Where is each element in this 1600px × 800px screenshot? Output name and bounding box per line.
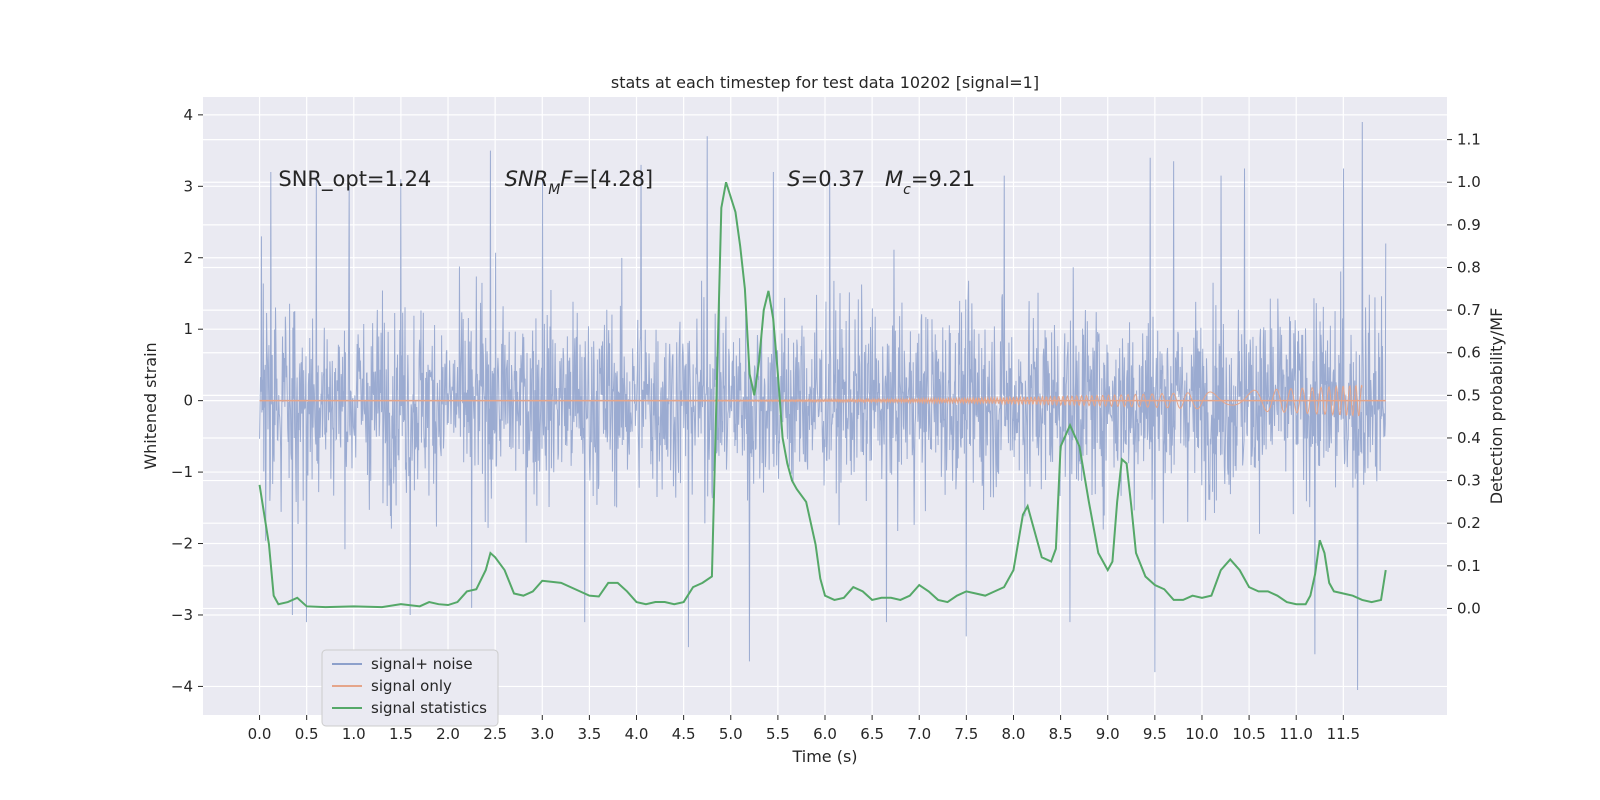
signal-statistics-line <box>258 181 1387 609</box>
x-tick-label: 1.5 <box>389 725 413 743</box>
legend-label-signal-plus-noise: signal+ noise <box>371 655 473 673</box>
y-right-tick-label: 0.5 <box>1457 386 1481 404</box>
signal-statistics-series <box>258 181 1387 609</box>
x-tick-label: 1.0 <box>342 725 366 743</box>
annotation-text: F <box>560 167 573 191</box>
signal-plus-noise-line <box>259 122 1387 690</box>
annotation-text: =[4.28] <box>572 167 653 191</box>
x-tick-label: 5.5 <box>766 725 790 743</box>
x-axis: 0.0 0.5 1.0 1.5 2.0 2.5 3.0 3.5 4.0 4.5 5.0 5.5 6.0 6… <box>248 715 1360 743</box>
x-tick-label: 2.0 <box>436 725 460 743</box>
x-tick-label: 10.0 <box>1185 725 1218 743</box>
legend-label-signal-only: signal only <box>371 677 452 695</box>
x-tick-label: 11.5 <box>1327 725 1360 743</box>
annotations: SNR_opt=1.24 SNRMF=[4.28] S=0.37 Mc=9.21 <box>278 167 975 198</box>
legend-label-signal-statistics: signal statistics <box>371 699 487 717</box>
x-tick-label: 7.0 <box>907 725 931 743</box>
y-left-tick-label: −4 <box>171 677 193 695</box>
annotation-text: =9.21 <box>911 167 975 191</box>
y-right-tick-label: 0.1 <box>1457 557 1481 575</box>
chart-title: stats at each timestep for test data 102… <box>611 73 1039 92</box>
x-tick-label: 6.5 <box>860 725 884 743</box>
x-tick-label: 0.5 <box>295 725 319 743</box>
x-tick-label: 9.0 <box>1096 725 1120 743</box>
x-tick-label: 2.5 <box>483 725 507 743</box>
y-right-tick-label: 0.7 <box>1457 301 1481 319</box>
y-right-tick-label: 0.6 <box>1457 344 1481 362</box>
y-left-tick-label: 4 <box>183 106 193 124</box>
annotation-text: =0.37 <box>801 167 885 191</box>
y-left-tick-label: 2 <box>183 249 193 267</box>
x-tick-label: 7.5 <box>954 725 978 743</box>
signal-only-line <box>259 384 1363 418</box>
annotation-text: S <box>787 167 800 191</box>
y-left-tick-label: −1 <box>171 463 193 481</box>
x-tick-label: 3.0 <box>530 725 554 743</box>
y-right-tick-label: 0.8 <box>1457 258 1481 276</box>
y-axis-right-label: Detection probability/MF <box>1487 308 1506 505</box>
x-axis-label: Time (s) <box>791 747 857 766</box>
annotation-text: SNR <box>505 167 549 191</box>
x-tick-label: 5.0 <box>719 725 743 743</box>
x-tick-label: 6.0 <box>813 725 837 743</box>
y-left-tick-label: −3 <box>171 606 193 624</box>
y-right-tick-label: 0.2 <box>1457 514 1481 532</box>
y-left-tick-label: −2 <box>171 535 193 553</box>
y-axis-left-label: Whitened strain <box>141 342 160 469</box>
x-tick-label: 3.5 <box>577 725 601 743</box>
y-right-tick-label: 1.1 <box>1457 131 1481 149</box>
y-left-tick-label: 3 <box>183 177 193 195</box>
x-tick-label: 10.5 <box>1232 725 1265 743</box>
x-tick-label: 0.0 <box>248 725 272 743</box>
annotation-text: SNR_opt=1.24 <box>278 167 431 192</box>
y-right-tick-label: 0.3 <box>1457 472 1481 490</box>
annotation-text: M <box>885 167 903 191</box>
x-tick-label: 8.0 <box>1002 725 1026 743</box>
annotation-0: SNR_opt=1.24 <box>278 167 431 192</box>
legend: signal+ noise signal only signal statist… <box>321 649 499 727</box>
y-left-tick-label: 0 <box>183 392 193 410</box>
annotation-text: M <box>548 182 560 198</box>
annotation-2: S=0.37 Mc=9.21 <box>787 167 975 198</box>
signal-plus-noise-series <box>259 122 1387 690</box>
y-right-tick-label: 0.0 <box>1457 599 1481 617</box>
y-left-tick-label: 1 <box>183 320 193 338</box>
signal-only-series <box>259 384 1386 418</box>
x-tick-label: 8.5 <box>1049 725 1073 743</box>
y-right-tick-label: 1.0 <box>1457 173 1481 191</box>
legend-box <box>321 649 499 727</box>
x-tick-label: 4.0 <box>625 725 649 743</box>
y-right-tick-label: 0.9 <box>1457 216 1481 234</box>
x-tick-label: 9.5 <box>1143 725 1167 743</box>
x-tick-label: 4.5 <box>672 725 696 743</box>
x-tick-label: 11.0 <box>1280 725 1313 743</box>
annotation-text: c <box>903 182 911 198</box>
y-axis-right: 0.0 0.1 0.2 0.3 0.4 0.5 0.6 0.7 0.8 0.9 1.0 1.1 <box>1447 131 1481 617</box>
y-axis-left: −4 −3 −2 −1 0 1 2 3 4 <box>171 106 203 695</box>
annotation-1: SNRMF=[4.28] <box>505 167 654 198</box>
y-right-tick-label: 0.4 <box>1457 429 1481 447</box>
